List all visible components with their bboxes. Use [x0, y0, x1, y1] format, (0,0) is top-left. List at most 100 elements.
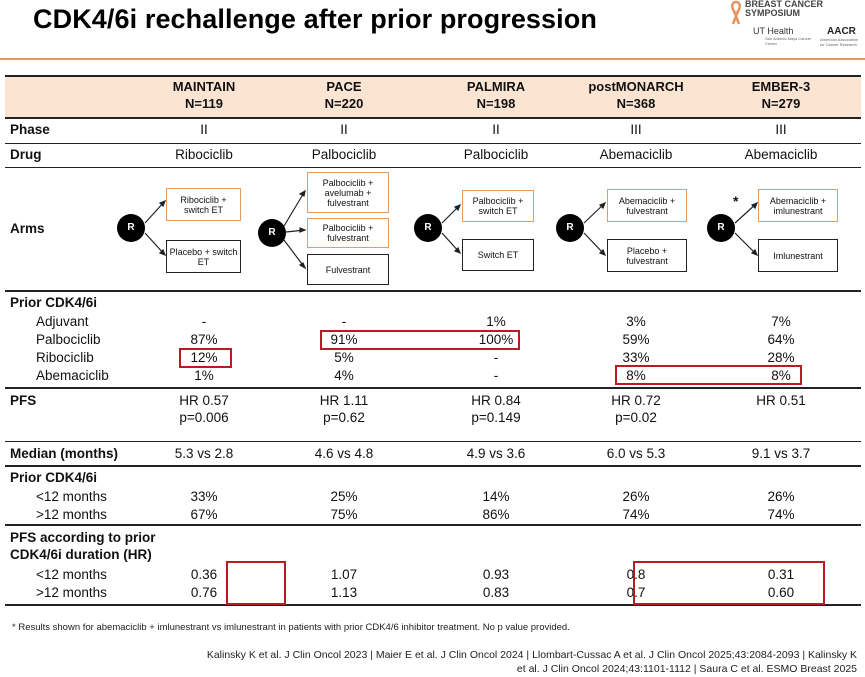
prior-cell: 1% — [486, 314, 506, 329]
randomization-icon: R — [707, 214, 735, 242]
median-cell: 4.9 vs 3.6 — [466, 446, 526, 461]
footnote: * Results shown for abemaciclib + imlune… — [12, 622, 570, 633]
median-cell: 9.1 vs 3.7 — [751, 446, 811, 461]
prior-cell: 5% — [334, 350, 354, 365]
median-cell: 6.0 vs 5.3 — [606, 446, 666, 461]
trial-name: PALMIRA — [466, 79, 526, 94]
prior-cell: 59% — [622, 332, 650, 347]
prior-cell: - — [201, 314, 207, 329]
pfs-duration-cell: 0.36 — [190, 567, 218, 582]
references-line-1: Kalinsky K et al. J Clin Oncol 2023 | Ma… — [206, 649, 857, 661]
duration-cell: 86% — [482, 507, 510, 522]
row-divider — [5, 441, 861, 442]
phase-cell: II — [200, 122, 208, 137]
randomization-icon: R — [117, 214, 145, 242]
drug-cell: Palbociclib — [463, 147, 529, 162]
randomization-icon: R — [414, 214, 442, 242]
prior-sublabel: Ribociclib — [36, 350, 94, 365]
trial-n: N=368 — [616, 96, 656, 111]
pfs-p-cell: p=0.149 — [471, 410, 521, 425]
ut-health-logo: UT Health — [753, 26, 794, 36]
duration-cell: 26% — [767, 489, 795, 504]
trial-name: PACE — [326, 79, 362, 94]
row-divider — [5, 290, 861, 292]
ember-arm-2: Imlunestrant — [758, 239, 838, 272]
drug-cell: Ribociclib — [175, 147, 233, 162]
highlight-box — [615, 365, 802, 385]
prior-cell: 8% — [626, 368, 646, 383]
duration-label: Prior CDK4/6i — [10, 470, 98, 485]
pfs-hr-cell: HR 0.57 — [179, 393, 229, 408]
prior-cell: 1% — [194, 368, 214, 383]
footnote-marker: * — [733, 193, 739, 209]
trial-n: N=198 — [476, 96, 516, 111]
row-divider — [5, 465, 861, 467]
prior-sublabel: Abemaciclib — [36, 368, 109, 383]
pfs-duration-cell: 0.7 — [626, 585, 646, 600]
references: Kalinsky K et al. J Clin Oncol 2023 | Ma… — [207, 648, 857, 676]
palmira-arm-2: Switch ET — [462, 239, 534, 271]
pfs-duration-cell: 0.31 — [767, 567, 795, 582]
pfs-duration-cell: 1.13 — [330, 585, 358, 600]
row-divider — [5, 167, 861, 168]
pace-arm-3: Fulvestrant — [307, 254, 389, 285]
prior-cell: 87% — [190, 332, 218, 347]
median-label: Median (months) — [10, 446, 118, 461]
drug-cell: Abemaciclib — [744, 147, 818, 162]
trial-n: N=119 — [185, 96, 223, 111]
duration-cell: 74% — [767, 507, 795, 522]
pfs-hr-cell: HR 0.51 — [756, 393, 806, 408]
duration-cell: 67% — [190, 507, 218, 522]
prior-cell: 91% — [330, 332, 358, 347]
prior-cell: 100% — [478, 332, 514, 347]
prior-cell: - — [341, 314, 347, 329]
pfs-duration-cell: 0.93 — [482, 567, 510, 582]
row-divider — [5, 143, 861, 144]
trial-name: MAINTAIN — [172, 79, 236, 94]
phase-cell: II — [340, 122, 348, 137]
randomization-icon: R — [556, 214, 584, 242]
title-divider — [0, 58, 865, 60]
pfs-p-cell: p=0.006 — [179, 410, 229, 425]
phase-label: Phase — [10, 122, 50, 137]
randomization-icon: R — [258, 219, 286, 247]
postmonarch-arm-1: Abemaciclib + fulvestrant — [607, 189, 687, 222]
pfs-duration-cell: 0.8 — [626, 567, 646, 582]
pfs-hr-cell: HR 1.11 — [319, 393, 369, 408]
palmira-arm-1: Palbociclib + switch ET — [462, 190, 534, 222]
arms-connectors — [144, 189, 759, 270]
prior-cdk-label: Prior CDK4/6i — [10, 295, 98, 310]
duration-sublabel: >12 months — [36, 507, 107, 522]
duration-cell: 25% — [330, 489, 358, 504]
prior-cell: 8% — [771, 368, 791, 383]
prior-cell: 33% — [622, 350, 650, 365]
maintain-arm-1: Ribociclib + switch ET — [166, 188, 241, 221]
postmonarch-arm-2: Placebo + fulvestrant — [607, 239, 687, 272]
median-cell: 5.3 vs 2.8 — [174, 446, 234, 461]
drug-cell: Palbociclib — [311, 147, 377, 162]
prior-cell: 28% — [767, 350, 795, 365]
pfs-duration-cell: 0.60 — [767, 585, 795, 600]
pfs-duration-sublabel: <12 months — [36, 567, 107, 582]
pfs-label: PFS — [10, 393, 37, 408]
duration-sublabel: <12 months — [36, 489, 107, 504]
aacr-subtitle: American Association for Cancer Research — [820, 37, 859, 47]
prior-cell: 4% — [334, 368, 354, 383]
median-cell: 4.6 vs 4.8 — [314, 446, 374, 461]
prior-sublabel: Palbociclib — [36, 332, 101, 347]
trial-name: EMBER-3 — [751, 79, 811, 94]
duration-cell: 74% — [622, 507, 650, 522]
pace-arm-1: Palbociclib + avelumab + fulvestrant — [307, 172, 389, 213]
duration-cell: 14% — [482, 489, 510, 504]
row-divider — [5, 524, 861, 526]
aacr-logo: AACR — [827, 26, 856, 37]
pfs-duration-sublabel: >12 months — [36, 585, 107, 600]
pfs-duration-label-2: CDK4/6i duration (HR) — [10, 547, 152, 562]
duration-cell: 33% — [190, 489, 218, 504]
trial-n: N=220 — [324, 96, 364, 111]
prior-cell: 12% — [190, 350, 218, 365]
row-divider — [5, 387, 861, 389]
duration-cell: 75% — [330, 507, 358, 522]
pfs-duration-cell: 0.76 — [190, 585, 218, 600]
pfs-duration-label-1: PFS according to prior — [10, 530, 156, 545]
